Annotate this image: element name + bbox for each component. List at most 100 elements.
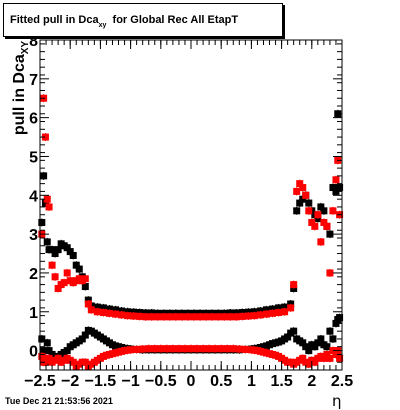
x-tick-label: −1.5 [85,373,117,390]
data-point-black [323,343,331,351]
data-point-black [112,306,119,314]
data-point-red [133,345,141,353]
chart-marks [38,94,344,371]
y-axis-label-main: pull in Dca [11,54,28,136]
data-point-red [326,354,334,362]
data-point-black [48,350,56,358]
data-point-red [87,306,95,314]
data-point-black [81,283,89,291]
y-tick-label: 1 [29,305,38,322]
data-point-red [229,345,237,353]
data-point-red [308,218,316,226]
chart-title-suffix: for Global Rec All EtapT [112,14,239,26]
data-point-red [256,311,264,319]
data-point-red [154,313,162,321]
data-point-red [48,261,56,269]
data-point-red [163,345,171,353]
data-point-red [305,360,313,368]
data-point-black [66,248,74,256]
data-point-black [275,304,283,312]
data-point-red [63,269,71,277]
data-point-black [326,230,334,238]
data-point-red [287,304,295,312]
data-point-red [290,281,298,289]
data-point-red [169,345,177,353]
data-point-red [311,358,319,366]
data-point-red [54,354,62,362]
x-tick-label: 2 [307,373,316,390]
data-point-red [214,313,222,321]
data-point-red [208,313,216,321]
data-point-black [72,261,80,269]
data-point-red [332,176,340,184]
data-point-red [54,284,62,292]
data-point-black [290,327,298,335]
data-point-red [45,354,53,362]
data-point-red [175,345,183,353]
data-point-black [329,184,337,192]
data-point-red [84,300,92,308]
data-point-red [235,345,243,353]
data-point-black [296,199,304,207]
data-point-black [329,335,337,343]
data-point-red [145,345,153,353]
data-point-red [43,195,51,203]
data-point-red [105,309,113,317]
data-point-red [178,313,186,321]
chart-title-box: Fitted pull in Dcaxy for Global Rec All … [3,3,283,37]
data-point-red [241,345,249,353]
data-point-black [336,314,344,322]
datestamp: Tue Dec 21 21:53:56 2021 [5,396,113,406]
data-point-red [238,312,246,320]
x-tick-label: 2.5 [331,373,353,390]
chart-title-prefix: Fitted pull in Dca [10,14,99,26]
y-tick-label: 2 [29,266,38,283]
data-point-red [305,207,313,215]
data-point-red [196,313,204,321]
data-point-black [54,246,62,254]
data-point-black [336,184,344,192]
data-point-black [311,343,319,351]
data-point-red [151,345,159,353]
y-tick-label: 5 [29,149,38,166]
y-tick-label: 8 [29,33,38,50]
data-point-red [112,310,119,318]
data-point-black [48,246,56,254]
x-tick-label: 0.5 [210,373,232,390]
data-point-red [275,309,283,317]
data-point-black [63,347,71,355]
data-point-red [181,345,189,353]
y-axis-label: pull in DcaXY [11,41,31,136]
data-point-black [63,244,71,252]
data-point-black [320,207,328,215]
x-tick-label: −0.5 [145,373,177,390]
data-point-red [136,312,144,320]
data-point-red [199,345,207,353]
data-point-red [332,350,340,358]
data-point-red [41,133,49,141]
data-point-black [51,250,59,258]
chart-title: Fitted pull in Dcaxy for Global Rec All … [4,14,239,29]
data-point-red [139,345,147,353]
data-point-black [302,343,310,351]
data-point-red [326,269,334,277]
data-point-black [299,339,307,347]
data-point-red [250,312,258,320]
data-point-black [81,331,89,339]
data-point-black [263,306,270,314]
data-point-red [293,187,301,195]
chart-title-subscript: xy [98,22,107,29]
data-point-red [127,346,135,354]
data-point-red [323,222,331,230]
data-point-black [69,251,77,259]
data-point-red [184,313,192,321]
data-point-red [45,203,53,211]
data-point-black [269,305,277,313]
y-tick-label: 7 [29,72,38,89]
data-point-red [299,184,307,192]
x-axis-label: η [332,392,342,410]
data-point-red [187,345,195,353]
data-point-red [329,347,337,355]
data-point-red [320,218,328,226]
